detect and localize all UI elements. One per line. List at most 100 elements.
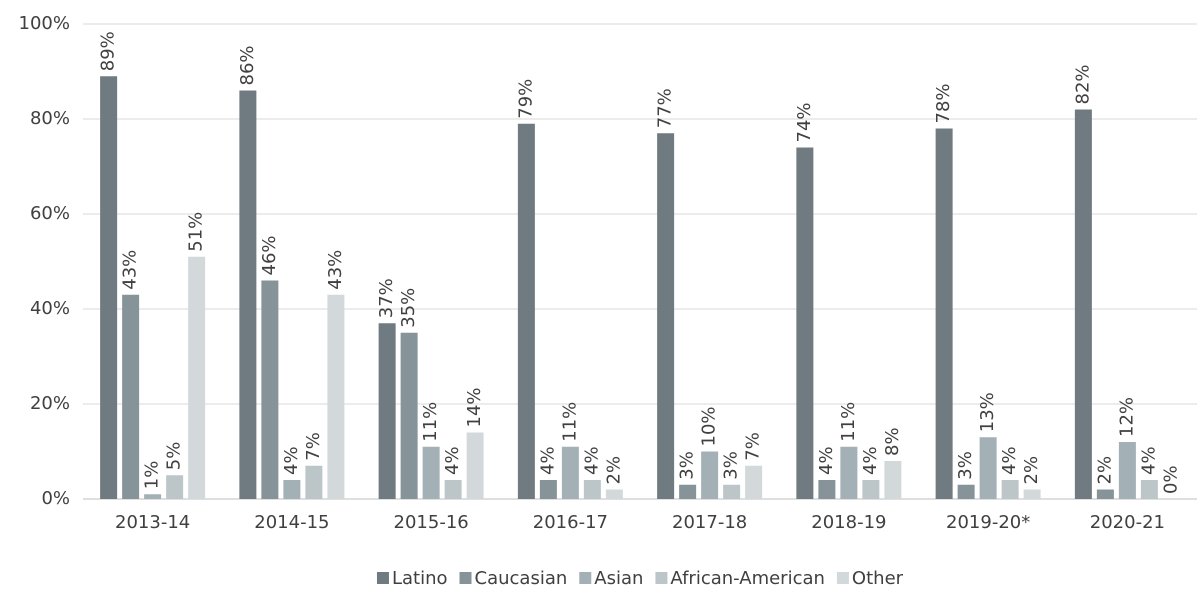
bar: [605, 489, 623, 499]
data-label: 43%: [120, 250, 141, 290]
data-label: 4%: [581, 446, 602, 475]
bar: [701, 451, 719, 499]
legend-swatch: [579, 572, 592, 584]
x-tick-label: 2016-17: [533, 512, 608, 533]
bar: [583, 480, 601, 499]
data-label: 4%: [860, 446, 881, 475]
bar: [100, 76, 118, 499]
data-label: 3%: [955, 451, 976, 480]
data-label: 4%: [1138, 446, 1159, 475]
data-label: 14%: [464, 387, 485, 427]
bar: [840, 446, 858, 499]
x-tick-label: 2014-15: [254, 512, 329, 533]
bar: [327, 294, 345, 499]
data-label: 89%: [98, 31, 119, 71]
data-label: 3%: [677, 451, 698, 480]
bar: [400, 332, 418, 499]
data-label: 43%: [325, 250, 346, 290]
legend-label: Latino: [392, 568, 448, 589]
data-label: 0%: [1160, 465, 1181, 494]
data-label: 3%: [721, 451, 742, 480]
data-label: 77%: [655, 88, 676, 128]
bar: [261, 280, 279, 499]
data-label: 5%: [164, 442, 185, 471]
legend-swatch: [836, 572, 849, 584]
data-label: 86%: [237, 45, 258, 85]
bar: [517, 123, 535, 499]
bar: [122, 294, 140, 499]
y-tick-label: 60%: [30, 203, 70, 224]
legend-label: Caucasian: [475, 568, 568, 589]
legend-swatch: [655, 572, 668, 584]
bar: [1096, 489, 1114, 499]
data-label: 13%: [977, 392, 998, 432]
bar: [657, 133, 675, 499]
x-tick-label: 2013-14: [115, 512, 190, 533]
bar: [444, 480, 462, 499]
bar: [679, 484, 697, 499]
bar: [283, 480, 301, 499]
y-tick-label: 0%: [41, 488, 70, 509]
data-label: 74%: [794, 102, 815, 142]
x-tick-label: 2019-20*: [946, 512, 1030, 533]
data-label: 11%: [420, 402, 441, 442]
data-label: 4%: [281, 446, 302, 475]
data-label: 11%: [838, 402, 859, 442]
bar: [957, 484, 975, 499]
data-label: 10%: [699, 406, 720, 446]
bar: [466, 432, 484, 499]
y-tick-label: 80%: [30, 108, 70, 129]
bar: [1001, 480, 1019, 499]
data-label: 51%: [186, 212, 207, 252]
data-label: 2%: [1021, 456, 1042, 485]
y-tick-label: 20%: [30, 393, 70, 414]
bar: [1023, 489, 1041, 499]
bar: [723, 484, 741, 499]
data-label: 4%: [816, 446, 837, 475]
data-label: 12%: [1116, 397, 1137, 437]
data-label: 2%: [1094, 456, 1115, 485]
data-label: 7%: [303, 432, 324, 461]
data-label: 37%: [376, 278, 397, 318]
legend-swatch: [459, 572, 472, 584]
data-label: 4%: [537, 446, 558, 475]
bar: [935, 128, 953, 499]
data-label: 8%: [882, 427, 903, 456]
bar: [884, 461, 902, 499]
bar: [239, 90, 257, 499]
data-label: 11%: [559, 402, 580, 442]
bar: [862, 480, 880, 499]
data-label: 4%: [442, 446, 463, 475]
x-tick-label: 2020-21: [1090, 512, 1165, 533]
y-tick-label: 40%: [30, 298, 70, 319]
x-tick-label: 2018-19: [811, 512, 886, 533]
bar: [745, 465, 763, 499]
bar: [539, 480, 557, 499]
bar: [378, 323, 396, 499]
data-label: 4%: [999, 446, 1020, 475]
data-label: 78%: [933, 83, 954, 123]
data-label: 46%: [259, 235, 280, 275]
y-tick-label: 100%: [19, 13, 70, 34]
bar: [1118, 442, 1136, 499]
bar: [1074, 109, 1092, 499]
bar: [561, 446, 579, 499]
data-label: 35%: [398, 288, 419, 328]
bar: [422, 446, 440, 499]
legend-label: Asian: [594, 568, 643, 589]
data-label: 79%: [515, 79, 536, 119]
legend-swatch: [376, 572, 389, 584]
bar: [166, 475, 184, 499]
legend: Latino Caucasian Asian African-American Othe…: [376, 568, 904, 589]
bar: [796, 147, 814, 499]
x-tick-label: 2015-16: [394, 512, 469, 533]
data-label: 7%: [743, 432, 764, 461]
bar: [979, 437, 997, 499]
data-label: 82%: [1072, 64, 1093, 104]
bar: [1140, 480, 1158, 499]
bar: [305, 465, 323, 499]
data-label: 2%: [603, 456, 624, 485]
bar: [144, 494, 162, 499]
